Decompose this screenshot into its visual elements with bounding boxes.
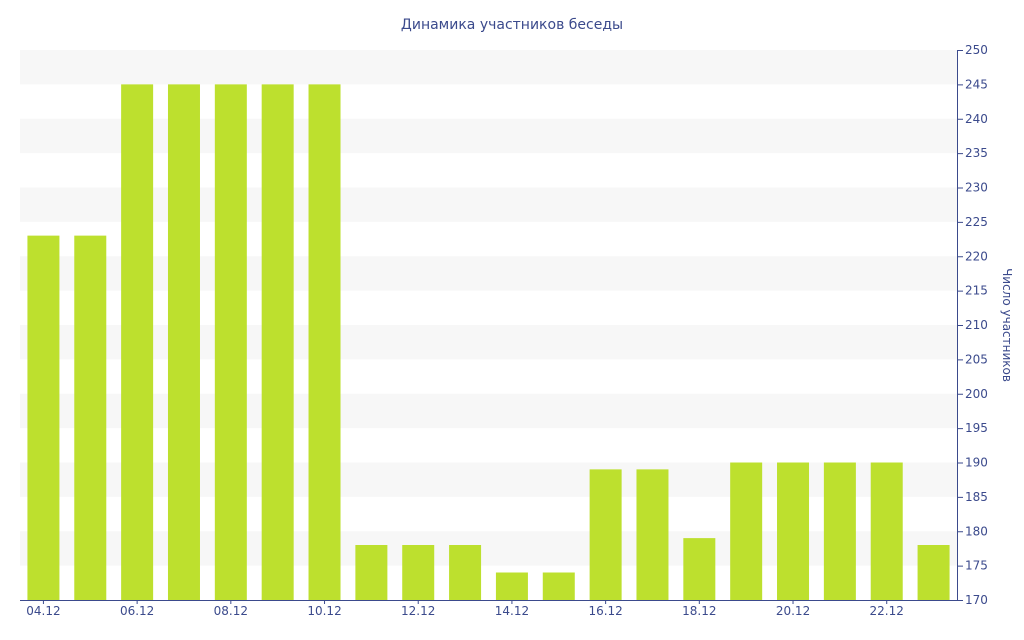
grid-band: [20, 50, 957, 85]
x-axis: 04.12 06.12 08.12 10.12 12.12 14.12 16.12 18.12…: [20, 600, 961, 618]
y-tick-label: 190: [965, 456, 988, 470]
grid-bands: [20, 50, 957, 566]
bar-12.12: [402, 545, 435, 600]
bar-13.12: [449, 545, 482, 600]
bar-09.12: [261, 84, 294, 600]
y-tick-label: 180: [965, 524, 988, 538]
bar-07.12: [167, 84, 200, 600]
y-axis: 170 175 180 185 190 195 200 205 210 215 220 225 230 2…: [957, 43, 988, 607]
x-tick-label: 20.12: [776, 604, 810, 618]
x-tick-label: 18.12: [682, 604, 716, 618]
bar-17.12: [636, 469, 669, 600]
x-tick-label: 22.12: [870, 604, 904, 618]
y-tick-label: 200: [965, 387, 988, 401]
x-tick-label: 04.12: [26, 604, 60, 618]
y-axis-label: Число участников: [1000, 268, 1014, 382]
y-tick-label: 185: [965, 490, 988, 504]
bar-22.12: [870, 462, 903, 600]
y-tick-label: 230: [965, 181, 988, 195]
bar-18.12: [683, 538, 716, 600]
bar-08.12: [214, 84, 247, 600]
x-tick-label: 10.12: [307, 604, 341, 618]
bars-group: [27, 84, 950, 600]
y-tick-label: 235: [965, 146, 988, 160]
grid-band: [20, 325, 957, 360]
grid-band: [20, 256, 957, 291]
y-tick-label: 170: [965, 593, 988, 607]
bar-14.12: [495, 572, 528, 600]
chart-title: Динамика участников беседы: [401, 17, 623, 33]
bar-15.12: [542, 572, 575, 600]
y-tick-label: 250: [965, 43, 988, 57]
bar-23.12: [917, 545, 950, 600]
y-tick-label: 225: [965, 215, 988, 229]
x-tick-label: 12.12: [401, 604, 435, 618]
grid-band: [20, 531, 957, 566]
y-tick-label: 240: [965, 112, 988, 126]
y-tick-label: 175: [965, 559, 988, 573]
grid-band: [20, 462, 957, 497]
x-tick-label: 06.12: [120, 604, 154, 618]
y-tick-label: 210: [965, 318, 988, 332]
y-tick-label: 195: [965, 421, 988, 435]
bar-05.12: [74, 235, 107, 600]
bar-06.12: [121, 84, 154, 600]
bar-10.12: [308, 84, 341, 600]
bar-19.12: [730, 462, 763, 600]
bar-04.12: [27, 235, 60, 600]
y-tick-label: 205: [965, 352, 988, 366]
y-tick-label: 220: [965, 249, 988, 263]
bar-16.12: [589, 469, 622, 600]
x-tick-label: 16.12: [588, 604, 622, 618]
grid-band: [20, 187, 957, 222]
x-tick-label: 08.12: [214, 604, 248, 618]
grid-band: [20, 393, 957, 429]
y-tick-label: 215: [965, 284, 988, 298]
x-tick-label: 14.12: [495, 604, 529, 618]
bar-21.12: [823, 462, 856, 600]
bar-20.12: [777, 462, 810, 600]
grid-band: [20, 118, 957, 154]
bar-11.12: [355, 545, 388, 600]
y-tick-label: 245: [965, 77, 988, 91]
